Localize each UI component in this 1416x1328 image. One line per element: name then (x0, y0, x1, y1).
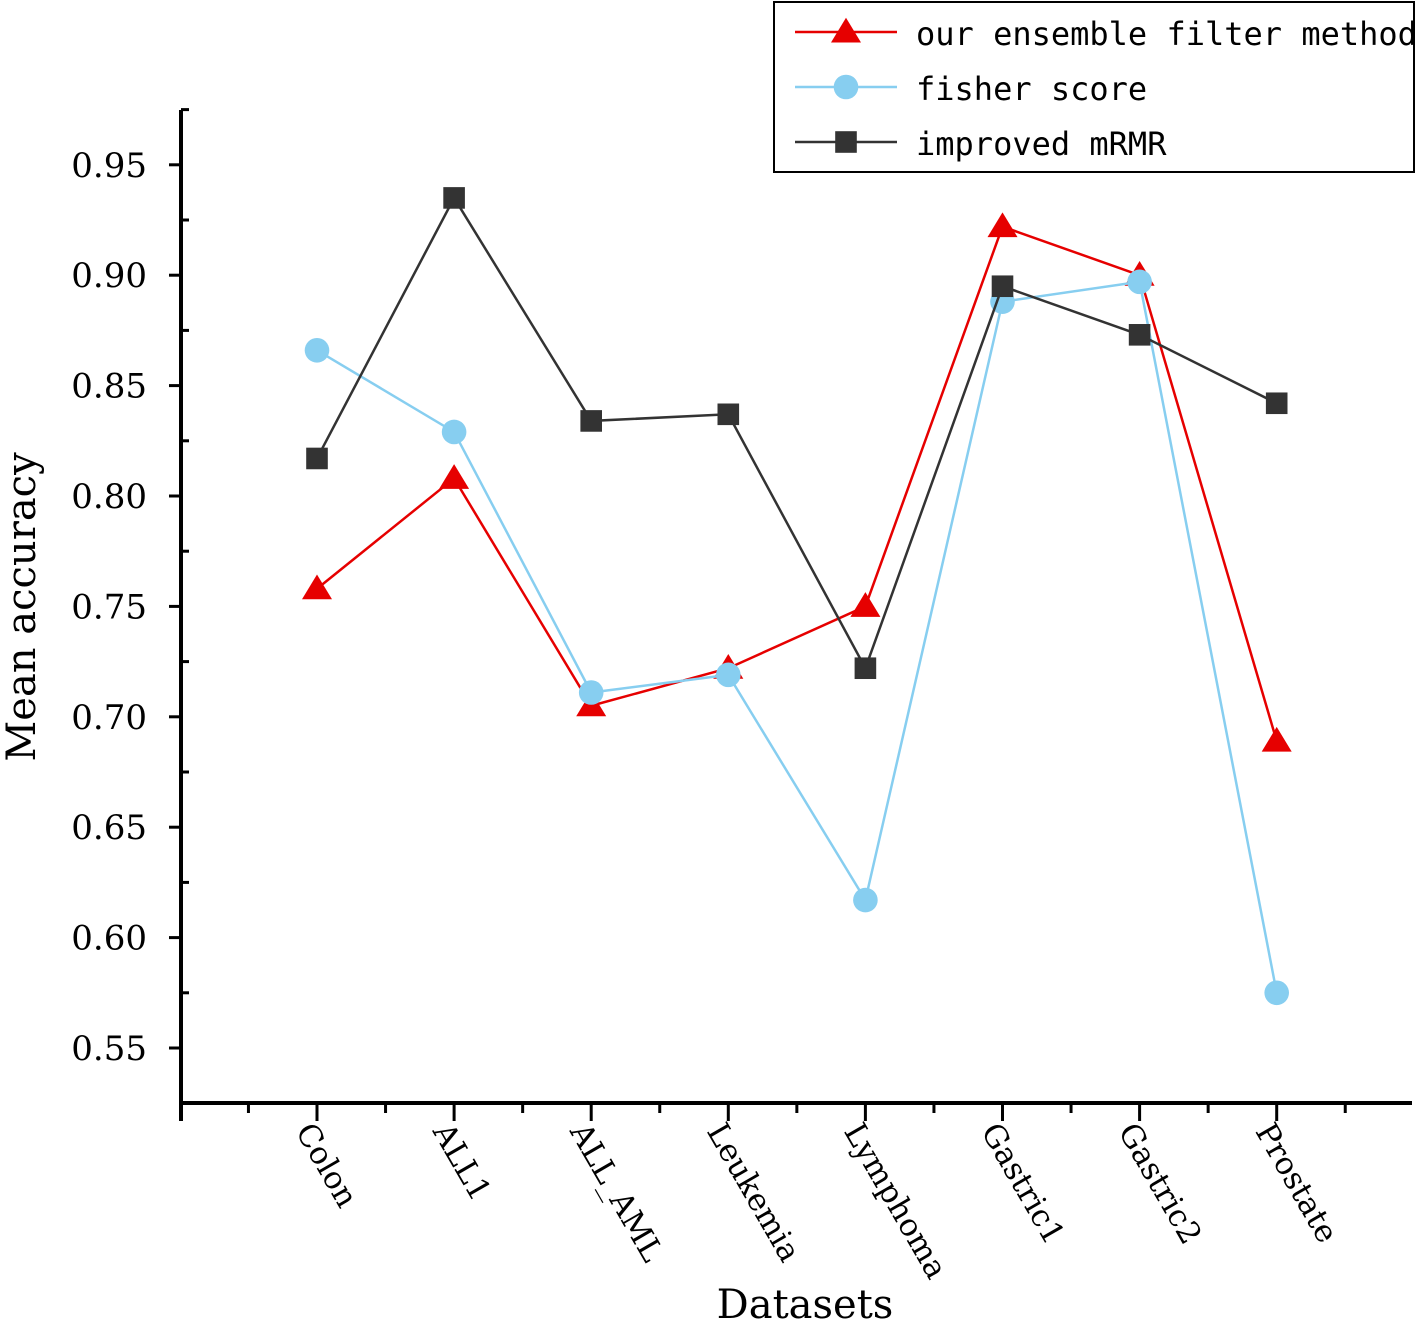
x-tick-label: Gastric1 (974, 1117, 1072, 1251)
data-point (306, 447, 328, 470)
series-layer (302, 187, 1292, 1006)
y-tick-label: 0.65 (71, 808, 147, 848)
legend-marker (833, 74, 859, 100)
x-tick-label: Leukemia (699, 1117, 807, 1268)
data-point (991, 275, 1014, 298)
data-point (1261, 726, 1292, 752)
x-tick-label: ALL_AML (562, 1116, 671, 1268)
x-axis-title: Datasets (717, 1282, 894, 1323)
y-tick-label: 0.85 (71, 367, 147, 407)
legend: our ensemble filter method fisher score im… (773, 1, 1416, 173)
x-tick-label: Gastric2 (1111, 1117, 1209, 1251)
x-tick-label: ALL1 (425, 1116, 498, 1207)
y-axis-title: Mean accuracy (0, 452, 45, 762)
legend-label: our ensemble filter method (916, 15, 1416, 53)
y-tick-label: 0.60 (71, 919, 147, 959)
data-point (717, 403, 740, 426)
data-point (302, 574, 332, 600)
data-point (1127, 269, 1152, 295)
data-point (1264, 980, 1289, 1006)
series-2 (306, 187, 1288, 680)
legend-marker (835, 131, 857, 153)
data-point (1265, 392, 1288, 415)
data-point (853, 887, 878, 913)
y-tick-label: 0.75 (71, 587, 147, 627)
data-point (716, 662, 741, 688)
data-point (580, 410, 602, 432)
data-point (304, 337, 330, 363)
data-point (1128, 324, 1151, 346)
legend-label: improved mRMR (916, 125, 1167, 163)
series-line (316, 280, 1278, 994)
y-tick-label: 0.95 (71, 146, 147, 186)
legend-entry: our ensemble filter method (795, 15, 1416, 53)
x-tick-label: Prostate (1248, 1117, 1345, 1249)
y-tick-label: 0.70 (71, 698, 147, 738)
series-line (316, 225, 1278, 742)
data-point (987, 212, 1018, 238)
data-point (850, 592, 881, 617)
data-point (443, 187, 465, 209)
x-tick-label: Lymphoma (836, 1117, 954, 1285)
legend-entry: fisher score (795, 70, 1147, 108)
y-tick-label: 0.80 (71, 477, 147, 517)
series-line (315, 195, 1278, 672)
data-point (441, 419, 467, 445)
data-point (578, 680, 604, 705)
legend-entry: improved mRMR (795, 125, 1167, 163)
legend-marker (831, 17, 861, 43)
data-point (854, 657, 877, 680)
data-point (439, 464, 470, 489)
y-tick-label: 0.55 (71, 1029, 147, 1069)
x-tick-label: Colon (288, 1117, 365, 1214)
legend-label: fisher score (916, 70, 1147, 108)
y-tick-label: 0.90 (71, 256, 147, 296)
